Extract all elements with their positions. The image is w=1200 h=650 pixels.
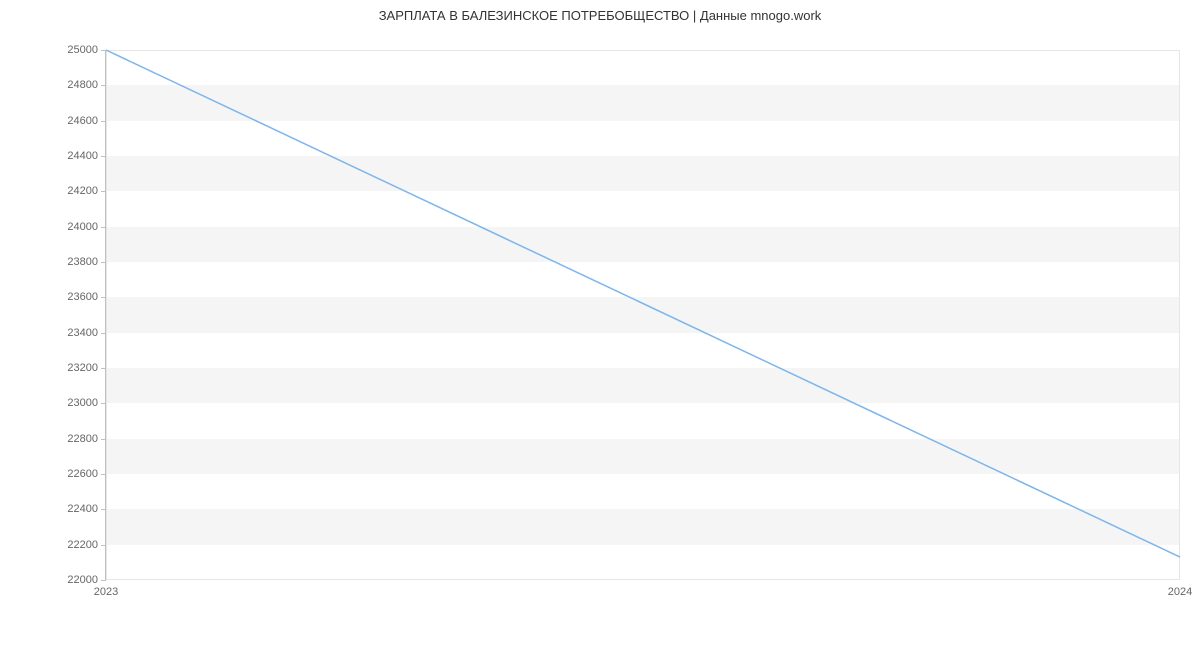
- series-line-salary: [106, 50, 1180, 557]
- series-layer: [106, 50, 1180, 580]
- x-tick-label: 2024: [1168, 580, 1192, 598]
- plot-area: 2200022200224002260022800230002320023400…: [106, 50, 1180, 580]
- chart-title: ЗАРПЛАТА В БАЛЕЗИНСКОЕ ПОТРЕБОБЩЕСТВО | …: [0, 8, 1200, 23]
- x-tick-label: 2023: [94, 580, 118, 598]
- salary-line-chart: ЗАРПЛАТА В БАЛЕЗИНСКОЕ ПОТРЕБОБЩЕСТВО | …: [0, 0, 1200, 650]
